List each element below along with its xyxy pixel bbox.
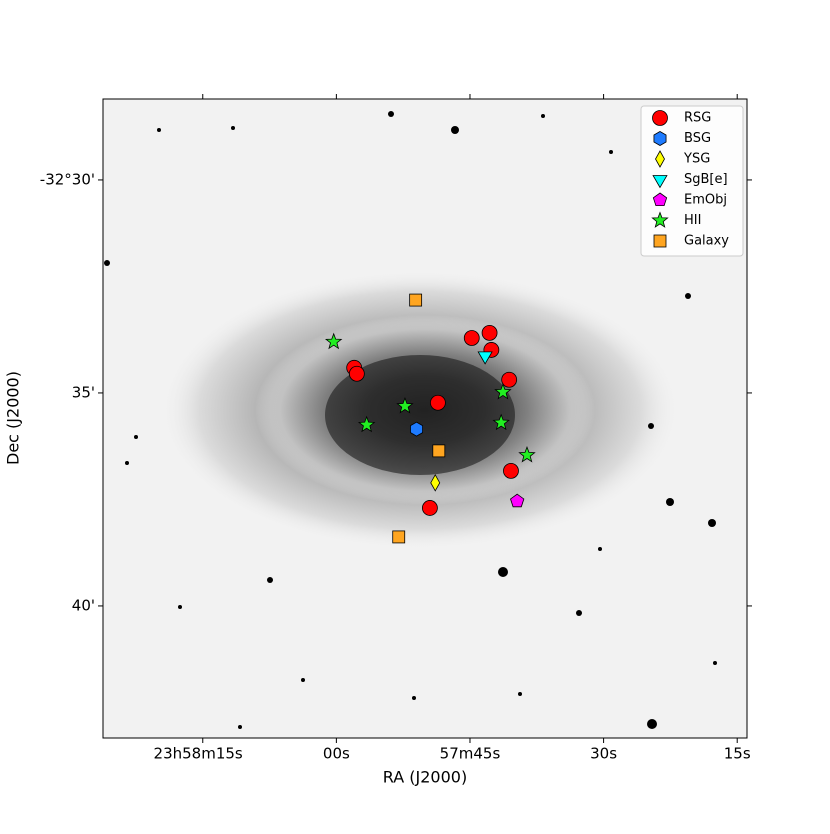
x-tick-label: 57m45s: [440, 745, 501, 763]
marker: [494, 382, 512, 400]
y-tick-label: -32°30': [40, 170, 95, 188]
marker: [481, 324, 498, 341]
marker: [501, 371, 518, 388]
legend-label: RSG: [684, 111, 711, 126]
marker: [492, 413, 510, 431]
legend-marker: [655, 150, 665, 168]
legend-label: HII: [684, 213, 701, 228]
legend: RSG BSG YSG SgB[e] EmObj HII Galaxy: [640, 105, 744, 257]
x-tick-label: 30s: [590, 745, 617, 763]
marker: [430, 394, 446, 411]
marker: [325, 332, 343, 350]
y-tick-label: 40': [72, 596, 95, 614]
marker: [409, 293, 423, 307]
x-tick-label: 15s: [724, 745, 751, 763]
marker: [463, 330, 480, 346]
x-tick-label: 00s: [323, 745, 350, 763]
legend-marker: [652, 110, 668, 126]
legend-label: EmObj: [684, 193, 727, 208]
legend-label: BSG: [684, 131, 711, 146]
marker: [477, 351, 493, 365]
marker: [503, 462, 519, 479]
legend-marker: [653, 234, 667, 248]
marker: [518, 445, 536, 463]
legend-marker: [652, 175, 668, 189]
marker: [348, 365, 365, 382]
x-axis-label: RA (J2000): [383, 768, 467, 787]
marker: [392, 530, 406, 544]
sky-image: [103, 99, 747, 738]
marker: [410, 421, 423, 437]
legend-marker: [653, 131, 667, 146]
y-axis-label: Dec (J2000): [4, 371, 23, 465]
marker: [430, 474, 441, 492]
plot-frame: [102, 98, 748, 739]
marker: [432, 444, 446, 458]
legend-label: SgB[e]: [684, 172, 728, 187]
marker: [510, 493, 525, 508]
marker: [357, 415, 376, 433]
x-tick-label: 23h58m15s: [154, 745, 243, 763]
legend-label: Galaxy: [684, 234, 729, 249]
legend-marker: [651, 211, 669, 228]
y-tick-label: 35': [72, 383, 95, 401]
marker: [396, 397, 414, 414]
legend-label: YSG: [683, 152, 710, 167]
marker: [421, 500, 438, 516]
legend-marker: [652, 192, 668, 207]
